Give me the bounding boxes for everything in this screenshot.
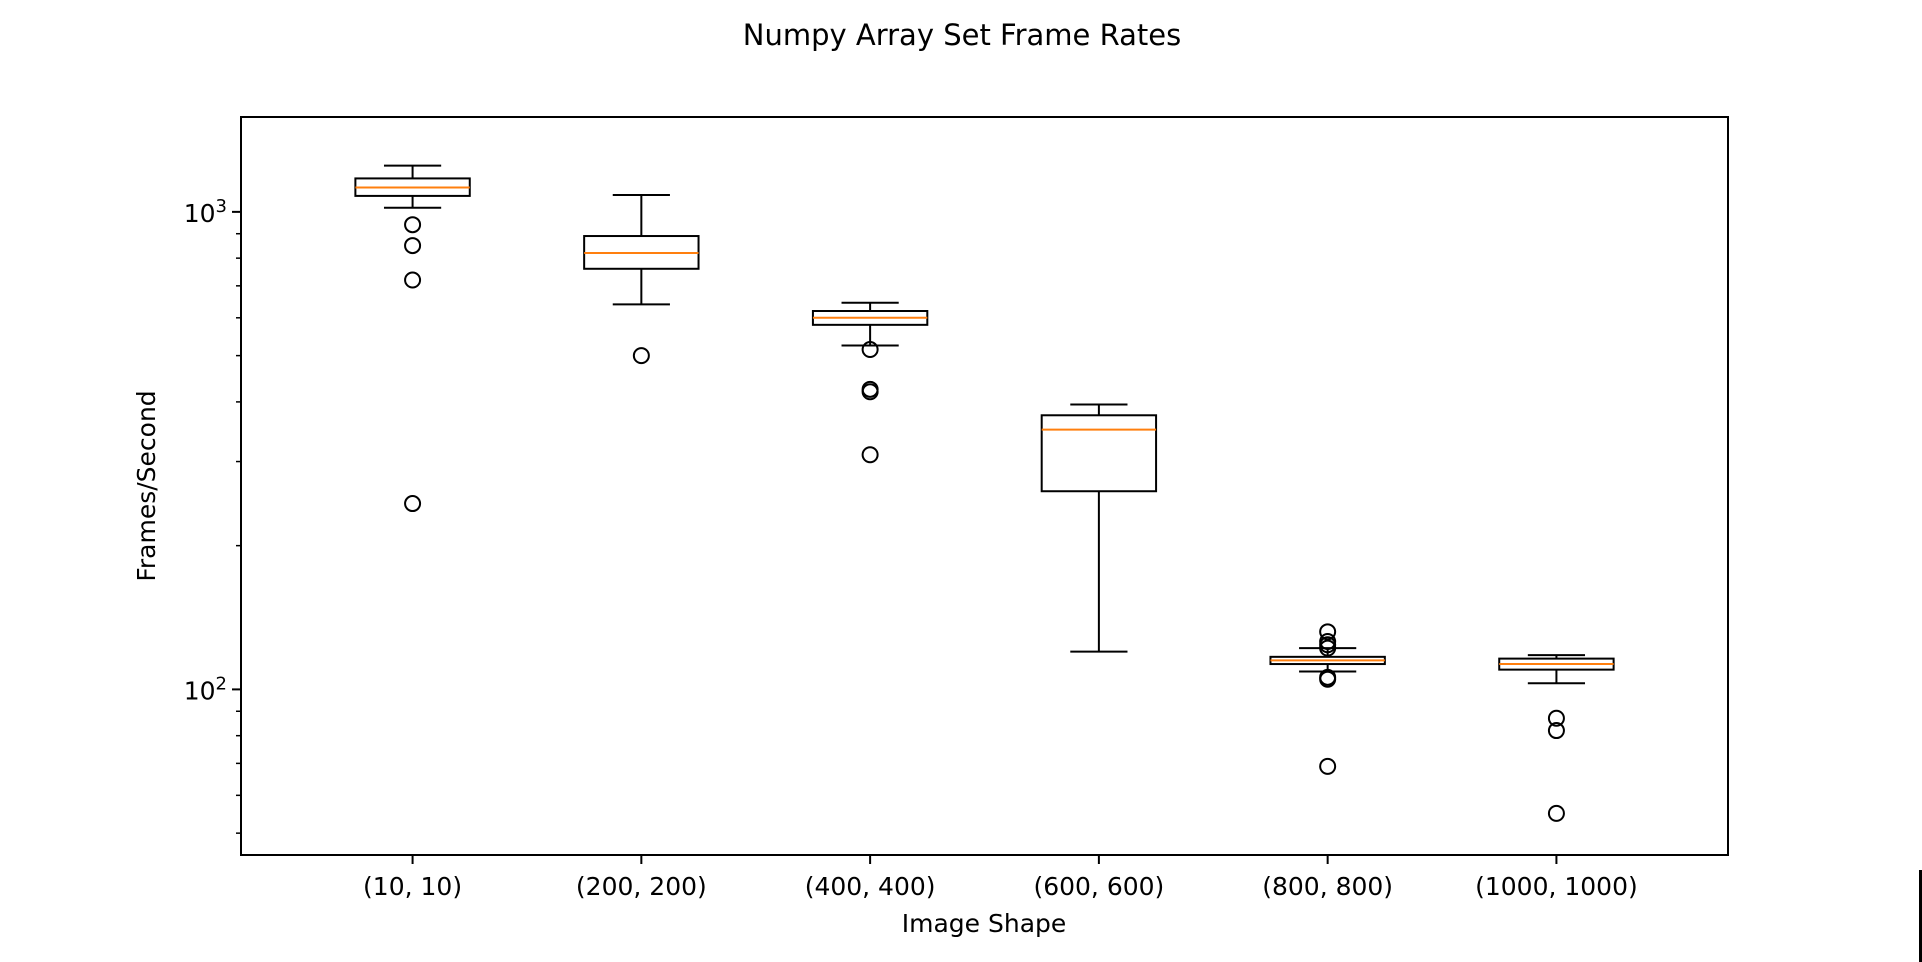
plot-area <box>354 164 1615 822</box>
x-tick-label: (10, 10) <box>363 872 462 901</box>
box-group <box>1498 654 1615 822</box>
x-tick-label: (800, 800) <box>1262 872 1393 901</box>
window-edge <box>1919 870 1922 962</box>
box-group <box>1269 623 1386 775</box>
x-tick-label: (1000, 1000) <box>1475 872 1638 901</box>
outlier-point <box>1547 709 1565 727</box>
axes: (10, 10) (200, 200) (400, 400) (600, 600) (8… <box>184 196 1638 901</box>
box-body <box>1040 414 1158 493</box>
box-group <box>583 193 700 365</box>
x-tick-label: (200, 200) <box>576 872 707 901</box>
box-group <box>354 164 471 513</box>
x-axis-label: Image Shape <box>902 909 1067 938</box>
y-tick-label: 103 <box>184 196 227 228</box>
box-group <box>1040 403 1158 653</box>
outlier-point <box>1319 623 1337 641</box>
outlier-point <box>404 271 422 289</box>
outlier-point <box>861 340 879 358</box>
outlier-point <box>1319 757 1337 775</box>
outlier-point <box>1547 722 1565 740</box>
outlier-point <box>404 495 422 513</box>
outlier-point <box>861 383 879 401</box>
y-tick-label: 102 <box>184 673 227 705</box>
outlier-point <box>404 216 422 234</box>
outlier-point <box>1319 670 1337 688</box>
outlier-point <box>404 237 422 255</box>
outlier-point <box>632 347 650 365</box>
y-axis-label: Frames/Second <box>132 390 161 581</box>
chart-title: Numpy Array Set Frame Rates <box>743 18 1181 52</box>
outlier-point <box>1319 639 1337 657</box>
x-tick-label: (400, 400) <box>805 872 936 901</box>
plot-frame <box>240 116 1729 856</box>
outlier-point <box>861 446 879 464</box>
box-group <box>811 301 929 464</box>
outlier-point <box>1547 804 1565 822</box>
x-tick-label: (600, 600) <box>1033 872 1164 901</box>
